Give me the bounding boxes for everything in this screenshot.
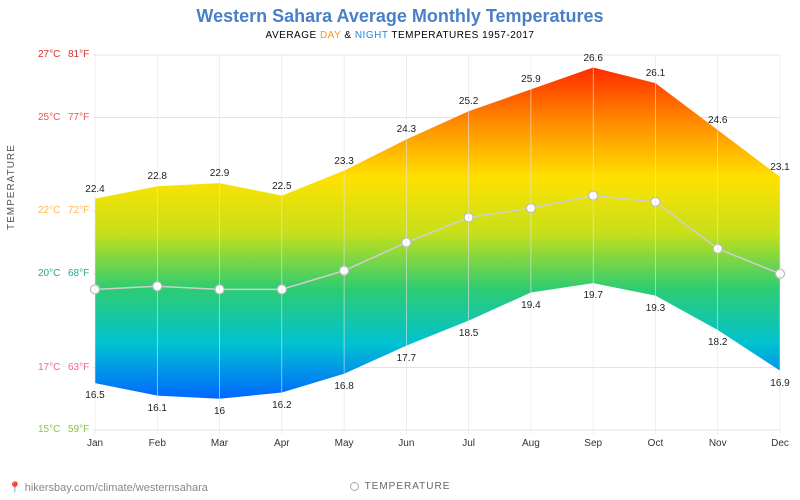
ytick-c-27: 27°C: [38, 49, 60, 60]
ytick-c-17: 17°C: [38, 362, 60, 373]
chart-title: Western Sahara Average Monthly Temperatu…: [0, 6, 800, 27]
day-value-9: 26.1: [646, 68, 665, 79]
x-tick-nov: Nov: [709, 438, 727, 449]
night-value-2: 16: [214, 406, 225, 417]
ytick-c-22: 22°C: [38, 205, 60, 216]
legend-marker-icon: [350, 482, 359, 491]
source-text: hikersbay.com/climate/westernsahara: [25, 482, 208, 494]
day-value-10: 24.6: [708, 115, 727, 126]
ytick-f-59: 59°F: [68, 424, 89, 435]
day-value-7: 25.9: [521, 74, 540, 85]
ytick-c-15: 15°C: [38, 424, 60, 435]
ytick-c-25: 25°C: [38, 112, 60, 123]
ytick-f-77: 77°F: [68, 112, 89, 123]
y-axis-label: TEMPERATURE: [6, 144, 17, 230]
night-value-4: 16.8: [334, 381, 353, 392]
ytick-f-63: 63°F: [68, 362, 89, 373]
day-value-3: 22.5: [272, 181, 291, 192]
x-tick-jan: Jan: [87, 438, 103, 449]
legend-label: TEMPERATURE: [365, 481, 451, 492]
day-value-11: 23.1: [770, 162, 789, 173]
subtitle-avg: AVERAGE: [266, 30, 320, 41]
night-value-10: 18.2: [708, 337, 727, 348]
ytick-f-72: 72°F: [68, 205, 89, 216]
day-value-6: 25.2: [459, 96, 478, 107]
night-value-3: 16.2: [272, 400, 291, 411]
night-value-5: 17.7: [397, 353, 416, 364]
day-value-0: 22.4: [85, 184, 104, 195]
night-value-8: 19.7: [583, 290, 602, 301]
day-value-8: 26.6: [583, 53, 602, 64]
chart-subtitle: AVERAGE DAY & NIGHT TEMPERATURES 1957-20…: [0, 30, 800, 41]
subtitle-range: TEMPERATURES 1957-2017: [388, 30, 534, 41]
ytick-c-20: 20°C: [38, 268, 60, 279]
ytick-f-68: 68°F: [68, 268, 89, 279]
chart-svg: [0, 0, 800, 500]
x-tick-oct: Oct: [648, 438, 664, 449]
x-tick-jul: Jul: [462, 438, 475, 449]
day-value-4: 23.3: [334, 156, 353, 167]
x-tick-mar: Mar: [211, 438, 228, 449]
night-value-7: 19.4: [521, 300, 540, 311]
x-tick-feb: Feb: [149, 438, 166, 449]
x-tick-aug: Aug: [522, 438, 540, 449]
subtitle-day: DAY: [320, 30, 341, 41]
subtitle-amp: &: [341, 30, 355, 41]
night-value-0: 16.5: [85, 390, 104, 401]
x-tick-apr: Apr: [274, 438, 290, 449]
night-value-1: 16.1: [148, 403, 167, 414]
x-tick-dec: Dec: [771, 438, 789, 449]
x-tick-may: May: [335, 438, 354, 449]
chart-canvas: Western Sahara Average Monthly Temperatu…: [0, 0, 800, 500]
subtitle-night: NIGHT: [355, 30, 388, 41]
source-link[interactable]: 📍hikersbay.com/climate/westernsahara: [8, 481, 208, 494]
day-value-5: 24.3: [397, 124, 416, 135]
night-value-6: 18.5: [459, 328, 478, 339]
night-value-9: 19.3: [646, 303, 665, 314]
day-value-2: 22.9: [210, 168, 229, 179]
night-value-11: 16.9: [770, 378, 789, 389]
x-tick-jun: Jun: [398, 438, 414, 449]
x-tick-sep: Sep: [584, 438, 602, 449]
map-pin-icon: 📍: [8, 482, 22, 494]
ytick-f-81: 81°F: [68, 49, 89, 60]
day-value-1: 22.8: [148, 171, 167, 182]
